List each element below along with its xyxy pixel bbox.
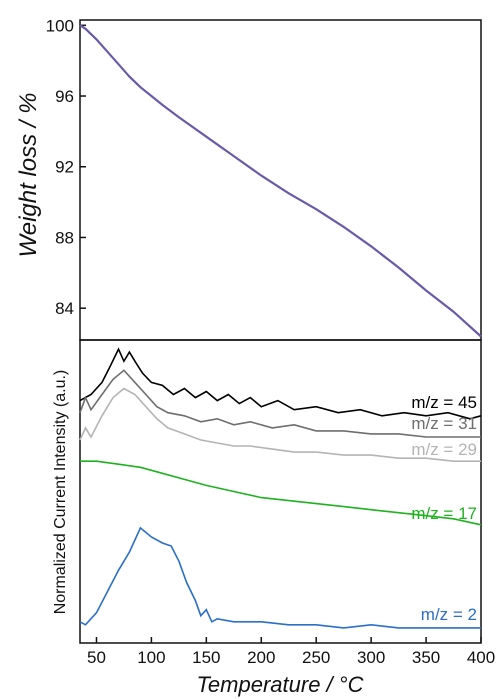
- x-axis-title: Temperature / °C: [197, 672, 364, 697]
- ms-series-group: m/z = 45 m/z = 31 m/z = 29 m/z = 17 m/z = 2: [79, 347, 482, 629]
- ms-current-panel: 50 100 150 200 250 300 350 400 m/z = 45 m/z = 31…: [52, 339, 495, 697]
- upper-y-tick-label: 88: [55, 228, 74, 247]
- upper-y-tick-label: 100: [46, 16, 74, 35]
- ms-series-line: [79, 369, 481, 438]
- lower-plot-frame: [79, 339, 482, 644]
- weight-loss-curve: [79, 24, 482, 338]
- x-ticks: 50 100 150 200 250 300 350 400: [87, 637, 495, 667]
- ms-series-label: m/z = 45: [411, 393, 477, 412]
- x-tick-label: 200: [247, 648, 275, 667]
- upper-y-axis-title: Weight loss / %: [15, 93, 42, 258]
- ms-series-label: m/z = 17: [411, 504, 477, 523]
- x-tick-label: 100: [137, 648, 165, 667]
- x-tick-label: 300: [357, 648, 385, 667]
- weight-loss-panel: 84 88 92 96 100 Weight loss / %: [15, 16, 482, 341]
- ms-series-line: [79, 347, 482, 420]
- ms-series-label: m/z = 29: [411, 440, 477, 459]
- ms-series-line: [79, 387, 481, 462]
- upper-y-tick-label: 96: [55, 87, 74, 106]
- ms-series-line: [80, 460, 482, 526]
- x-tick-label: 250: [302, 648, 330, 667]
- x-tick-label: 50: [87, 648, 106, 667]
- ms-series-label: m/z = 31: [411, 414, 477, 433]
- x-tick-label: 350: [412, 648, 440, 667]
- upper-y-tick-label: 84: [55, 299, 74, 318]
- x-tick-label: 400: [467, 648, 495, 667]
- lower-y-axis-title: Normalized Current Intensity (a.u.): [52, 370, 69, 615]
- upper-y-tick-label: 92: [55, 158, 74, 177]
- upper-y-ticks: 84 88 92 96 100: [46, 16, 86, 318]
- x-tick-label: 150: [192, 648, 220, 667]
- ms-series-line: [79, 526, 481, 629]
- upper-plot-frame: [79, 19, 482, 341]
- ms-series-label: m/z = 2: [421, 605, 477, 624]
